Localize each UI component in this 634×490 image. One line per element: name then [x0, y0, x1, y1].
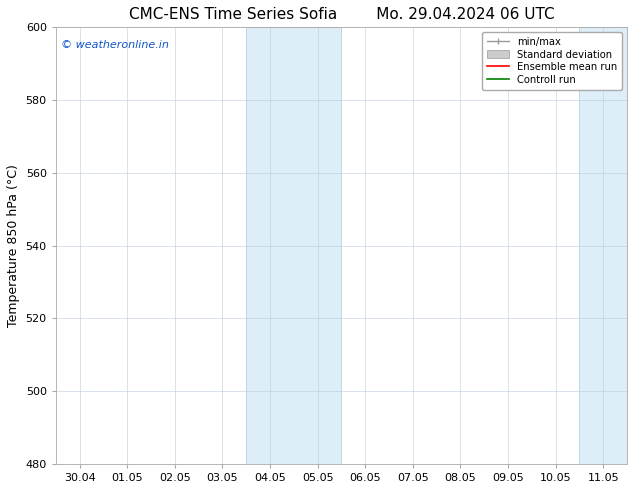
Bar	[579, 27, 627, 464]
Legend: min/max, Standard deviation, Ensemble mean run, Controll run: min/max, Standard deviation, Ensemble me…	[482, 32, 622, 90]
Text: © weatheronline.in: © weatheronline.in	[61, 40, 169, 50]
Title: CMC-ENS Time Series Sofia        Mo. 29.04.2024 06 UTC: CMC-ENS Time Series Sofia Mo. 29.04.2024…	[129, 7, 554, 22]
Y-axis label: Temperature 850 hPa (°C): Temperature 850 hPa (°C)	[7, 164, 20, 327]
Bar	[246, 27, 342, 464]
